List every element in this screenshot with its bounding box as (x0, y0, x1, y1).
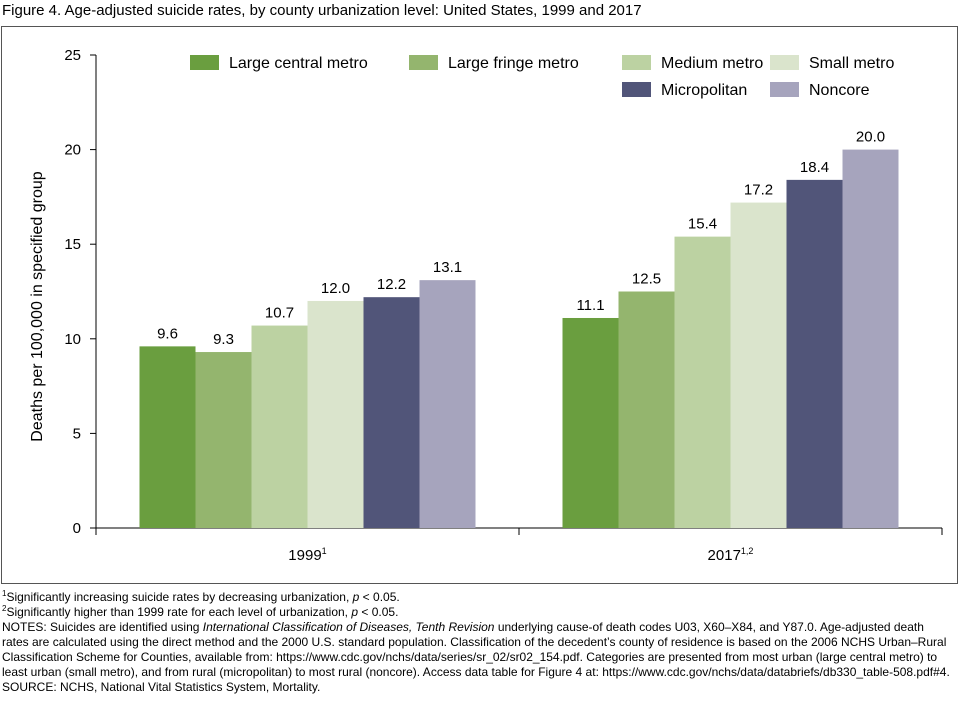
bar (251, 325, 308, 528)
footnote-2-mark: 2 (2, 604, 7, 613)
bar-chart: 0 5 10 15 20 25 Deaths per 100,000 in specifie… (29, 47, 943, 564)
bar (419, 280, 476, 528)
bar-value-label: 12.0 (321, 280, 350, 297)
chart-frame: 0 5 10 15 20 25 Deaths per 100,000 in specifie… (1, 26, 958, 584)
footnote-2-tail: < 0.05. (358, 605, 399, 619)
y-axis-title: Deaths per 100,000 in specified group (29, 171, 46, 442)
legend-swatch (190, 55, 219, 70)
bar-value-label: 11.1 (576, 297, 604, 314)
bar (562, 317, 619, 528)
y-tick-label: 5 (73, 425, 81, 442)
legend-swatch (622, 55, 651, 70)
bar-value-label: 9.3 (213, 331, 234, 348)
y-tick-label: 20 (64, 142, 81, 159)
footnote-1-tail: < 0.05. (359, 590, 400, 604)
source-line: SOURCE: NCHS, National Vital Statistics … (2, 680, 321, 694)
notes-body: underlying cause-of death codes U03, X60… (2, 620, 950, 679)
notes-paragraph: NOTES: Suicides are identified using Int… (2, 620, 952, 680)
bar-value-label: 9.6 (157, 325, 178, 342)
bar-value-label: 13.1 (433, 259, 462, 276)
footnote-1-p: p (352, 590, 360, 604)
y-tick-label: 25 (64, 47, 81, 64)
legend-label: Noncore (809, 82, 870, 99)
legend-label: Small metro (809, 55, 894, 72)
chart-notes: 1Significantly increasing suicide rates … (2, 590, 952, 695)
bar-value-label: 12.2 (377, 276, 406, 293)
bar (618, 291, 675, 528)
y-tick-label: 0 (73, 520, 81, 537)
legend-swatch (770, 82, 799, 97)
bar-value-label: 17.2 (744, 182, 773, 199)
bar (307, 300, 364, 528)
legend-label: Micropolitan (661, 82, 747, 99)
bar (363, 297, 420, 528)
footnote-2: 2Significantly higher than 1999 rate for… (2, 605, 952, 620)
bar (842, 149, 899, 528)
legend-label: Large central metro (229, 55, 368, 72)
bar-value-label: 15.4 (688, 216, 717, 233)
footnote-2-p: p (351, 605, 359, 619)
notes-icd: International Classification of Diseases… (202, 620, 495, 634)
bar-value-label: 10.7 (265, 305, 294, 322)
footnote-2-text: Significantly higher than 1999 rate for … (6, 605, 352, 619)
legend-swatch (770, 55, 799, 70)
x-tick-label: 20171,2 (708, 546, 754, 564)
figure-title: Figure 4. Age-adjusted suicide rates, by… (2, 2, 642, 19)
bar-value-label: 12.5 (632, 271, 661, 288)
legend-swatch (622, 82, 651, 97)
x-tick-label: 19991 (288, 546, 326, 564)
notes-lead: NOTES: Suicides are identified using (2, 620, 203, 634)
footnote-1: 1Significantly increasing suicide rates … (2, 590, 952, 605)
y-tick-label: 15 (64, 236, 81, 253)
bar (730, 202, 787, 529)
footnote-1-mark: 1 (2, 589, 7, 598)
footnote-1-text: Significantly increasing suicide rates b… (6, 590, 353, 604)
bar-value-label: 20.0 (856, 129, 885, 146)
legend-swatch (409, 55, 438, 70)
legend-label: Large fringe metro (448, 55, 579, 72)
bar (674, 236, 731, 528)
legend-label: Medium metro (661, 55, 763, 72)
bar (786, 179, 843, 528)
bar-value-label: 18.4 (800, 159, 829, 176)
y-tick-label: 10 (64, 331, 81, 348)
bar (195, 352, 252, 528)
bar (139, 346, 196, 528)
